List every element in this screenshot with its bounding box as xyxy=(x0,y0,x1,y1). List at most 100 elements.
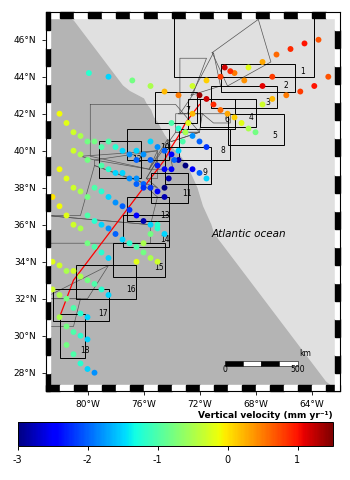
Text: 18: 18 xyxy=(80,346,90,355)
Bar xyxy=(335,120,339,138)
Bar xyxy=(228,114,284,145)
Text: 10: 10 xyxy=(160,143,170,152)
Point xyxy=(148,82,153,90)
Bar xyxy=(46,12,60,18)
Text: 16: 16 xyxy=(127,285,136,294)
Point xyxy=(134,147,139,155)
Point xyxy=(155,221,160,228)
Bar xyxy=(46,48,50,66)
Bar xyxy=(335,319,339,337)
Point xyxy=(57,313,62,321)
Bar xyxy=(211,86,276,108)
Text: 6: 6 xyxy=(225,115,230,124)
Point xyxy=(169,151,174,158)
Bar xyxy=(188,99,234,129)
Bar xyxy=(46,30,50,48)
Point xyxy=(64,175,69,182)
Bar xyxy=(335,228,339,247)
Point xyxy=(113,169,118,177)
Point xyxy=(183,162,188,169)
Point xyxy=(71,184,76,192)
Bar xyxy=(228,12,241,18)
Point xyxy=(78,332,83,339)
Bar xyxy=(144,385,158,391)
Bar xyxy=(335,283,339,301)
Point xyxy=(99,221,104,228)
Polygon shape xyxy=(46,12,340,391)
Bar xyxy=(46,211,50,228)
Point xyxy=(78,132,83,140)
Point xyxy=(180,138,186,145)
Point xyxy=(50,286,55,293)
Bar xyxy=(186,12,199,18)
Point xyxy=(222,64,228,72)
Point xyxy=(176,91,181,99)
Text: km: km xyxy=(300,349,312,358)
Bar xyxy=(335,355,339,373)
Point xyxy=(162,230,167,238)
Text: 14: 14 xyxy=(160,235,170,244)
Text: 17: 17 xyxy=(99,309,108,318)
Point xyxy=(204,175,209,182)
Bar xyxy=(243,360,261,366)
Point xyxy=(148,221,153,228)
Point xyxy=(57,110,62,118)
Point xyxy=(120,236,125,243)
Bar xyxy=(335,373,339,391)
Bar xyxy=(46,373,50,391)
Bar xyxy=(74,385,88,391)
Point xyxy=(148,184,153,192)
Bar xyxy=(76,265,136,299)
Bar xyxy=(270,385,284,391)
Bar xyxy=(46,66,50,84)
Point xyxy=(288,45,293,53)
Point xyxy=(92,138,97,145)
Point xyxy=(92,280,97,288)
Point xyxy=(190,132,195,140)
Point xyxy=(186,119,191,127)
Point xyxy=(246,64,251,72)
Text: 15: 15 xyxy=(155,263,164,272)
Bar xyxy=(298,12,312,18)
Point xyxy=(71,350,76,358)
Text: 1: 1 xyxy=(300,67,305,76)
Bar xyxy=(102,12,116,18)
Bar xyxy=(256,385,270,391)
Text: 4: 4 xyxy=(248,113,253,122)
Point xyxy=(134,258,139,265)
Point xyxy=(228,67,233,75)
Point xyxy=(326,73,331,81)
Point xyxy=(134,156,139,164)
Point xyxy=(78,225,83,232)
Bar xyxy=(46,337,50,355)
Point xyxy=(134,212,139,219)
Bar xyxy=(228,385,241,391)
Point xyxy=(78,273,83,280)
Bar xyxy=(88,385,102,391)
Point xyxy=(64,119,69,127)
Point xyxy=(197,91,202,99)
Bar xyxy=(335,156,339,175)
Bar xyxy=(279,360,298,366)
Point xyxy=(260,101,265,108)
Point xyxy=(99,188,104,195)
Bar xyxy=(335,211,339,228)
Point xyxy=(78,360,83,367)
Point xyxy=(71,328,76,336)
Bar xyxy=(122,216,169,247)
Bar xyxy=(130,12,144,18)
Point xyxy=(169,119,174,127)
Bar xyxy=(46,175,50,192)
Point xyxy=(50,193,55,201)
Point xyxy=(78,151,83,158)
Bar xyxy=(99,142,141,179)
Point xyxy=(218,106,223,114)
Point xyxy=(260,82,265,90)
Bar xyxy=(46,355,50,373)
Point xyxy=(155,162,160,169)
Point xyxy=(141,184,146,192)
Point xyxy=(106,166,111,173)
Point xyxy=(162,184,167,192)
Point xyxy=(99,286,104,293)
Bar xyxy=(298,385,312,391)
